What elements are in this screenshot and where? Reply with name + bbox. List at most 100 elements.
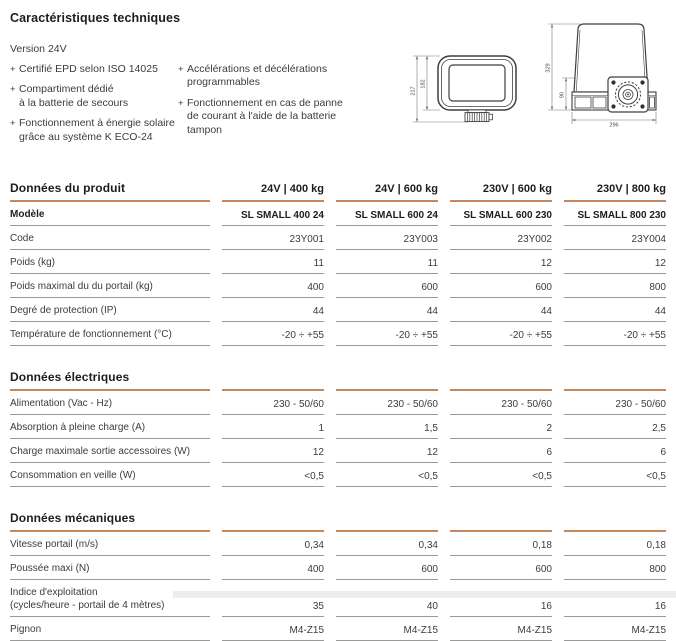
column-header-spacer (564, 508, 666, 532)
row-label: Poids (kg) (10, 250, 210, 274)
front-dim-outer: 217 (411, 86, 417, 95)
row-value: -20 ÷ +55 (564, 322, 666, 346)
row-value: SL SMALL 800 230 (564, 202, 666, 226)
row-value: -20 ÷ +55 (450, 322, 552, 346)
row-value: 230 - 50/60 (222, 391, 324, 415)
section-title: Données du produit (10, 178, 210, 202)
row-label: Poussée maxi (N) (10, 556, 210, 580)
feature-lists: + Certifié EPD selon ISO 14025 + Compartime… (10, 56, 666, 144)
row-value: 0,18 (564, 532, 666, 556)
row-value: 40 (336, 580, 438, 617)
next-section-peek (173, 591, 676, 598)
table-row: Poussée maxi (N) 400 600 600 800 (10, 556, 666, 580)
row-value: M4-Z15 (336, 617, 438, 641)
spec-table: Données mécaniques Vitesse portail (m/s) 0… (0, 508, 676, 641)
row-value: 23Y002 (450, 226, 552, 250)
row-value: 600 (336, 274, 438, 298)
column-header: 230V | 600 kg (450, 178, 552, 202)
plus-bullet-icon: + (10, 118, 16, 130)
top-section: Caractéristiques techniques Version 24V … (10, 8, 666, 174)
row-value: -20 ÷ +55 (222, 322, 324, 346)
column-header-spacer (450, 508, 552, 532)
table-row: Poids maximal du du portail (kg) 400 600 60… (10, 274, 666, 298)
row-value: 600 (450, 556, 552, 580)
row-label: Modèle (10, 202, 210, 226)
side-view-drawing: 329 90 296 (546, 23, 657, 129)
row-value: 800 (564, 274, 666, 298)
table-row: Code 23Y001 23Y003 23Y002 23Y004 (10, 226, 666, 250)
column-header: 24V | 400 kg (222, 178, 324, 202)
side-dim-height: 329 (546, 63, 552, 72)
column-header-spacer (564, 367, 666, 391)
section-header-row: Données mécaniques (10, 508, 666, 532)
row-value: 0,18 (450, 532, 552, 556)
row-value: 16 (564, 580, 666, 617)
row-value: 12 (564, 250, 666, 274)
row-value: 800 (564, 556, 666, 580)
row-value: 1,5 (336, 415, 438, 439)
row-value: 44 (450, 298, 552, 322)
table-row: Pignon M4-Z15 M4-Z15 M4-Z15 M4-Z15 (10, 617, 666, 641)
feature-item: + Certifié EPD selon ISO 14025 (10, 63, 178, 76)
row-value: <0,5 (222, 463, 324, 487)
row-label: Température de fonctionnement (°C) (10, 322, 210, 346)
feature-text: Accélérations et décélérations programma… (187, 63, 328, 89)
feature-item: + Compartiment dédié à la batterie de sec… (10, 83, 178, 110)
row-value: 44 (336, 298, 438, 322)
feature-text: Certifié EPD selon ISO 14025 (19, 63, 158, 75)
row-label: Vitesse portail (m/s) (10, 532, 210, 556)
table-row: Consommation en veille (W) <0,5 <0,5 <0,5 <0… (10, 463, 666, 487)
feature-item: + Fonctionnement en cas de panne de coura… (178, 97, 378, 137)
section-title: Données mécaniques (10, 508, 210, 532)
row-value: -20 ÷ +55 (336, 322, 438, 346)
row-value: 11 (222, 250, 324, 274)
row-value: 230 - 50/60 (564, 391, 666, 415)
page-title: Caractéristiques techniques (10, 11, 181, 25)
row-value: <0,5 (336, 463, 438, 487)
row-value: SL SMALL 600 230 (450, 202, 552, 226)
column-header: 24V | 600 kg (336, 178, 438, 202)
row-value: 35 (222, 580, 324, 617)
row-value: 44 (564, 298, 666, 322)
row-value: 2 (450, 415, 552, 439)
row-value: 2,5 (564, 415, 666, 439)
version-label: Version 24V (10, 43, 67, 55)
row-value: 23Y004 (564, 226, 666, 250)
table-row: Indice d'exploitation (cycles/heure - po… (10, 580, 666, 617)
row-value: <0,5 (450, 463, 552, 487)
spec-tables: Données du produit 24V | 400 kg 24V | 600 … (10, 178, 666, 641)
front-view-drawing: 217 182 (411, 55, 517, 123)
row-value: SL SMALL 400 24 (222, 202, 324, 226)
row-value: 0,34 (222, 532, 324, 556)
row-value: 23Y003 (336, 226, 438, 250)
side-dim-width: 296 (609, 123, 618, 129)
table-row: Degré de protection (IP) 44 44 44 44 (10, 298, 666, 322)
row-label: Absorption à pleine charge (A) (10, 415, 210, 439)
feature-column-1: + Certifié EPD selon ISO 14025 + Compartime… (10, 56, 178, 144)
feature-column-2: + Accélérations et décélérations programm… (178, 56, 378, 144)
column-header-spacer (222, 367, 324, 391)
row-value: 400 (222, 274, 324, 298)
row-label: Alimentation (Vac - Hz) (10, 391, 210, 415)
row-value: 23Y001 (222, 226, 324, 250)
column-header-spacer (450, 367, 552, 391)
row-value: 12 (336, 439, 438, 463)
front-dim-inner: 182 (421, 79, 427, 88)
row-value: 16 (450, 580, 552, 617)
feature-text: Compartiment dédié à la batterie de seco… (19, 83, 129, 109)
column-header-spacer (336, 508, 438, 532)
row-value: SL SMALL 600 24 (336, 202, 438, 226)
row-value: M4-Z15 (222, 617, 324, 641)
column-header-spacer (336, 367, 438, 391)
feature-item: + Fonctionnement à énergie solaire grâce … (10, 117, 178, 144)
row-label: Consommation en veille (W) (10, 463, 210, 487)
section-title: Données électriques (10, 367, 210, 391)
row-value: 230 - 50/60 (336, 391, 438, 415)
side-dim-plate: 90 (560, 92, 566, 98)
row-value: 400 (222, 556, 324, 580)
table-row: Alimentation (Vac - Hz) 230 - 50/60 230 - … (10, 391, 666, 415)
section-header-row: Données du produit 24V | 400 kg 24V | 600 … (10, 178, 666, 202)
table-row: Température de fonctionnement (°C) -20 ÷ … (10, 322, 666, 346)
row-value: 600 (336, 556, 438, 580)
